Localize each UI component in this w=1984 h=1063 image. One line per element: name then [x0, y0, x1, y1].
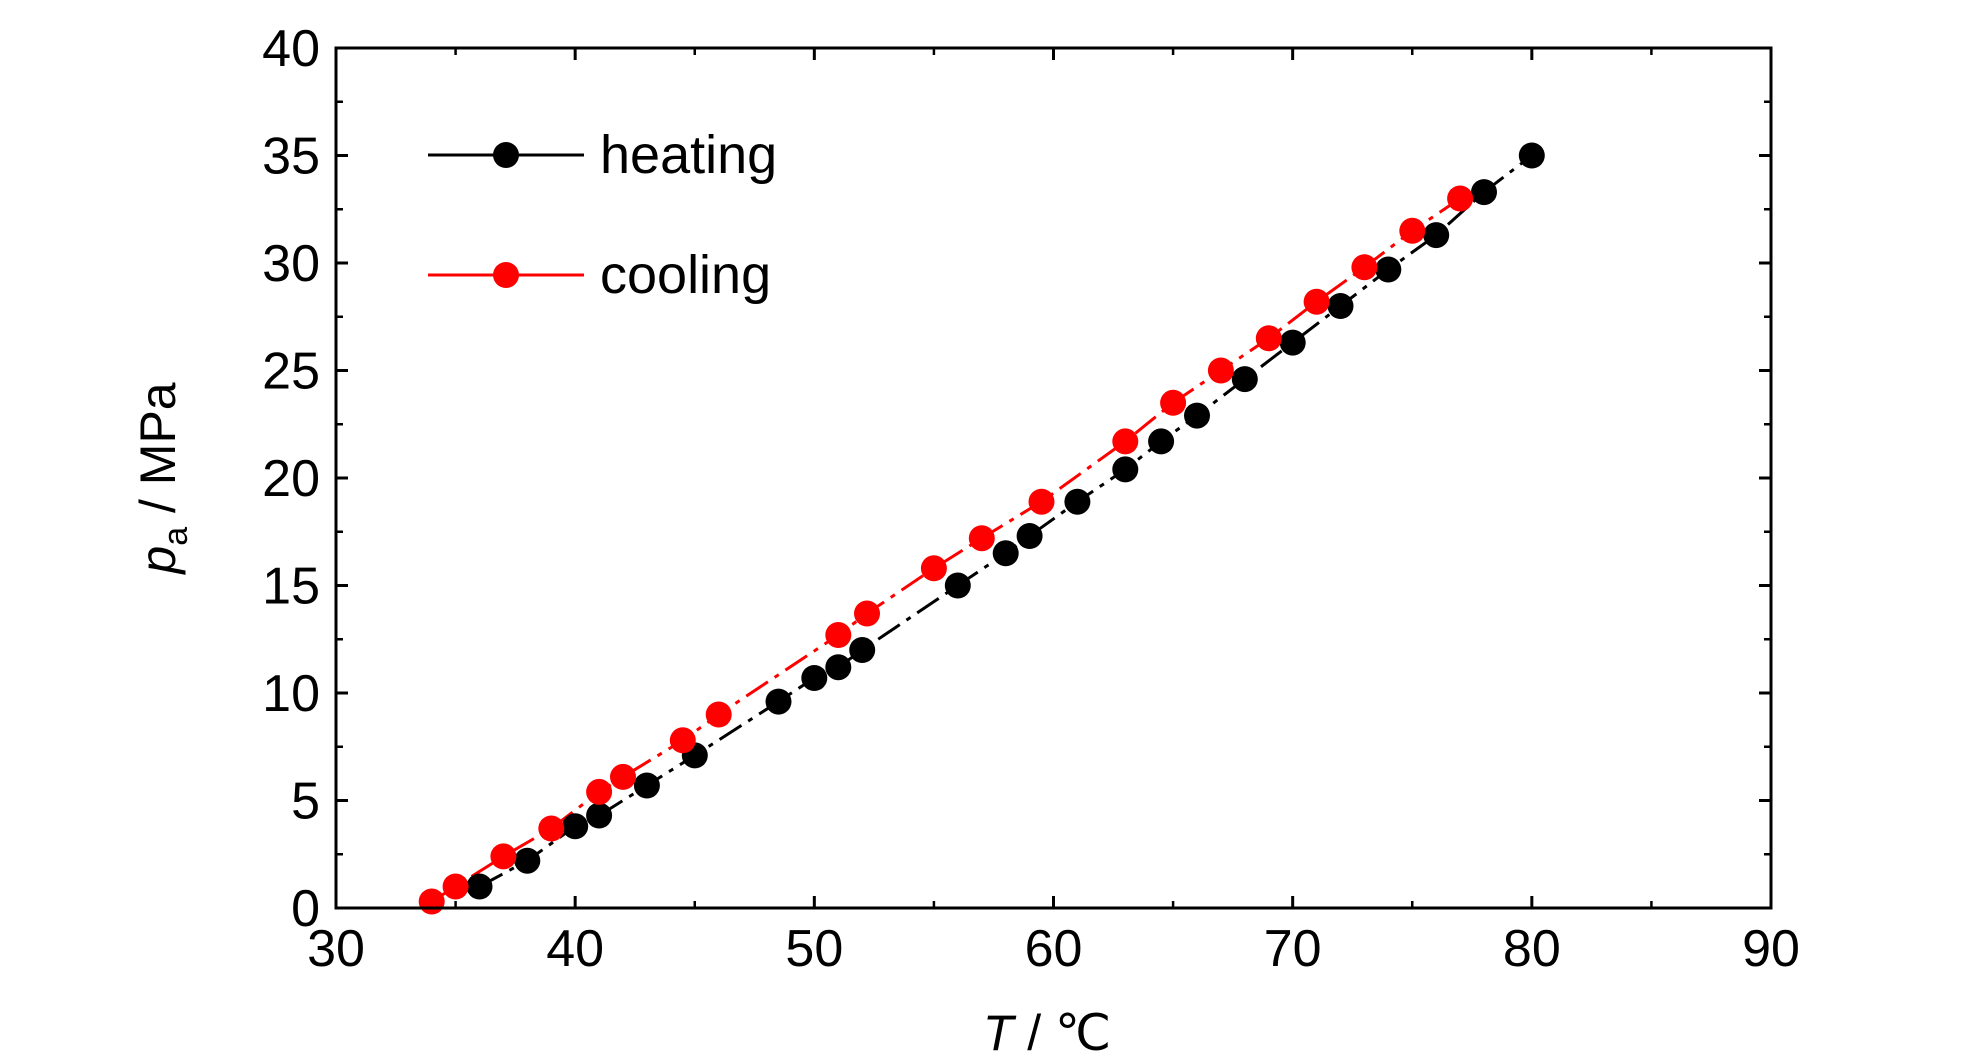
y-axis-unit: / MPa [130, 382, 186, 527]
data-point-heating [1148, 428, 1175, 455]
data-point-cooling [490, 843, 517, 870]
data-point-heating [466, 873, 493, 900]
data-point-cooling [1303, 288, 1330, 315]
data-point-cooling [1028, 488, 1055, 515]
data-point-heating [1016, 523, 1043, 549]
data-point-heating [562, 813, 589, 840]
legend: heating cooling [428, 125, 777, 305]
x-tick-label: 40 [546, 920, 604, 978]
data-point-cooling [705, 701, 732, 728]
plot-area [418, 142, 1545, 915]
x-axis-unit: / ℃ [1013, 1005, 1111, 1061]
data-point-heating [1112, 456, 1139, 483]
y-tick-label: 30 [262, 235, 320, 293]
legend-label-cooling: cooling [600, 245, 771, 305]
y-tick-label: 40 [262, 20, 320, 78]
data-point-cooling [1207, 357, 1234, 384]
legend-marker-heating [493, 142, 519, 168]
y-tick-label: 0 [291, 880, 320, 938]
data-point-cooling [1112, 428, 1139, 455]
y-tick-label: 10 [262, 665, 320, 723]
x-axis-label: T / ℃ [983, 1005, 1111, 1061]
x-tick-label: 60 [1025, 920, 1083, 978]
data-point-heating [514, 847, 541, 874]
data-point-heating [586, 802, 613, 829]
y-tick-label: 5 [291, 773, 320, 831]
y-axis-label: pa / MPa [130, 382, 195, 575]
data-point-cooling [1447, 185, 1474, 212]
data-point-cooling [610, 763, 636, 790]
legend-label-heating: heating [600, 125, 777, 185]
data-point-cooling [1255, 325, 1282, 352]
data-point-cooling [418, 888, 445, 915]
y-axis-subscript: a [157, 527, 195, 546]
x-tick-label: 30 [307, 920, 365, 978]
axes: 30 40 50 60 70 80 90 0 5 10 15 20 25 30 35 40 [262, 20, 1800, 978]
x-tick-label: 80 [1503, 920, 1561, 978]
data-point-cooling [920, 555, 947, 582]
data-point-cooling [854, 600, 880, 627]
data-point-heating [1375, 256, 1402, 283]
x-tick-label: 90 [1742, 920, 1800, 978]
data-point-heating [944, 572, 971, 599]
x-axis-symbol: T [983, 1005, 1017, 1061]
data-point-heating [801, 665, 828, 691]
data-point-heating [1423, 222, 1450, 249]
data-point-heating [1064, 488, 1091, 515]
data-point-cooling [586, 778, 613, 805]
axis-labels: T / ℃ pa / MPa [130, 382, 1111, 1061]
data-point-cooling [442, 873, 469, 900]
data-point-heating [825, 654, 852, 681]
data-point-cooling [1160, 389, 1187, 416]
y-tick-label: 15 [262, 558, 320, 616]
y-tick-label: 25 [262, 343, 320, 401]
x-tick-label: 50 [785, 920, 843, 978]
data-point-heating [633, 772, 660, 799]
y-tick-label: 35 [262, 128, 320, 186]
data-point-cooling [1399, 217, 1426, 244]
data-point-heating [1231, 366, 1258, 393]
data-point-heating [849, 637, 876, 663]
data-point-cooling [968, 525, 995, 552]
y-axis-symbol: p [130, 546, 186, 576]
data-point-heating [1184, 402, 1210, 429]
x-tick-label: 70 [1264, 920, 1322, 978]
data-point-heating [1471, 179, 1497, 206]
data-point-heating [1327, 293, 1354, 319]
data-point-heating [765, 688, 792, 715]
data-point-cooling [538, 815, 565, 842]
legend-marker-cooling [493, 262, 519, 288]
data-point-cooling [825, 622, 852, 648]
y-tick-label: 20 [262, 450, 320, 508]
data-point-cooling [669, 727, 696, 754]
data-point-heating [1518, 142, 1545, 169]
data-point-cooling [1351, 254, 1378, 281]
plot-frame [334, 46, 1773, 910]
data-point-heating [1279, 329, 1306, 356]
data-point-heating [992, 540, 1019, 567]
